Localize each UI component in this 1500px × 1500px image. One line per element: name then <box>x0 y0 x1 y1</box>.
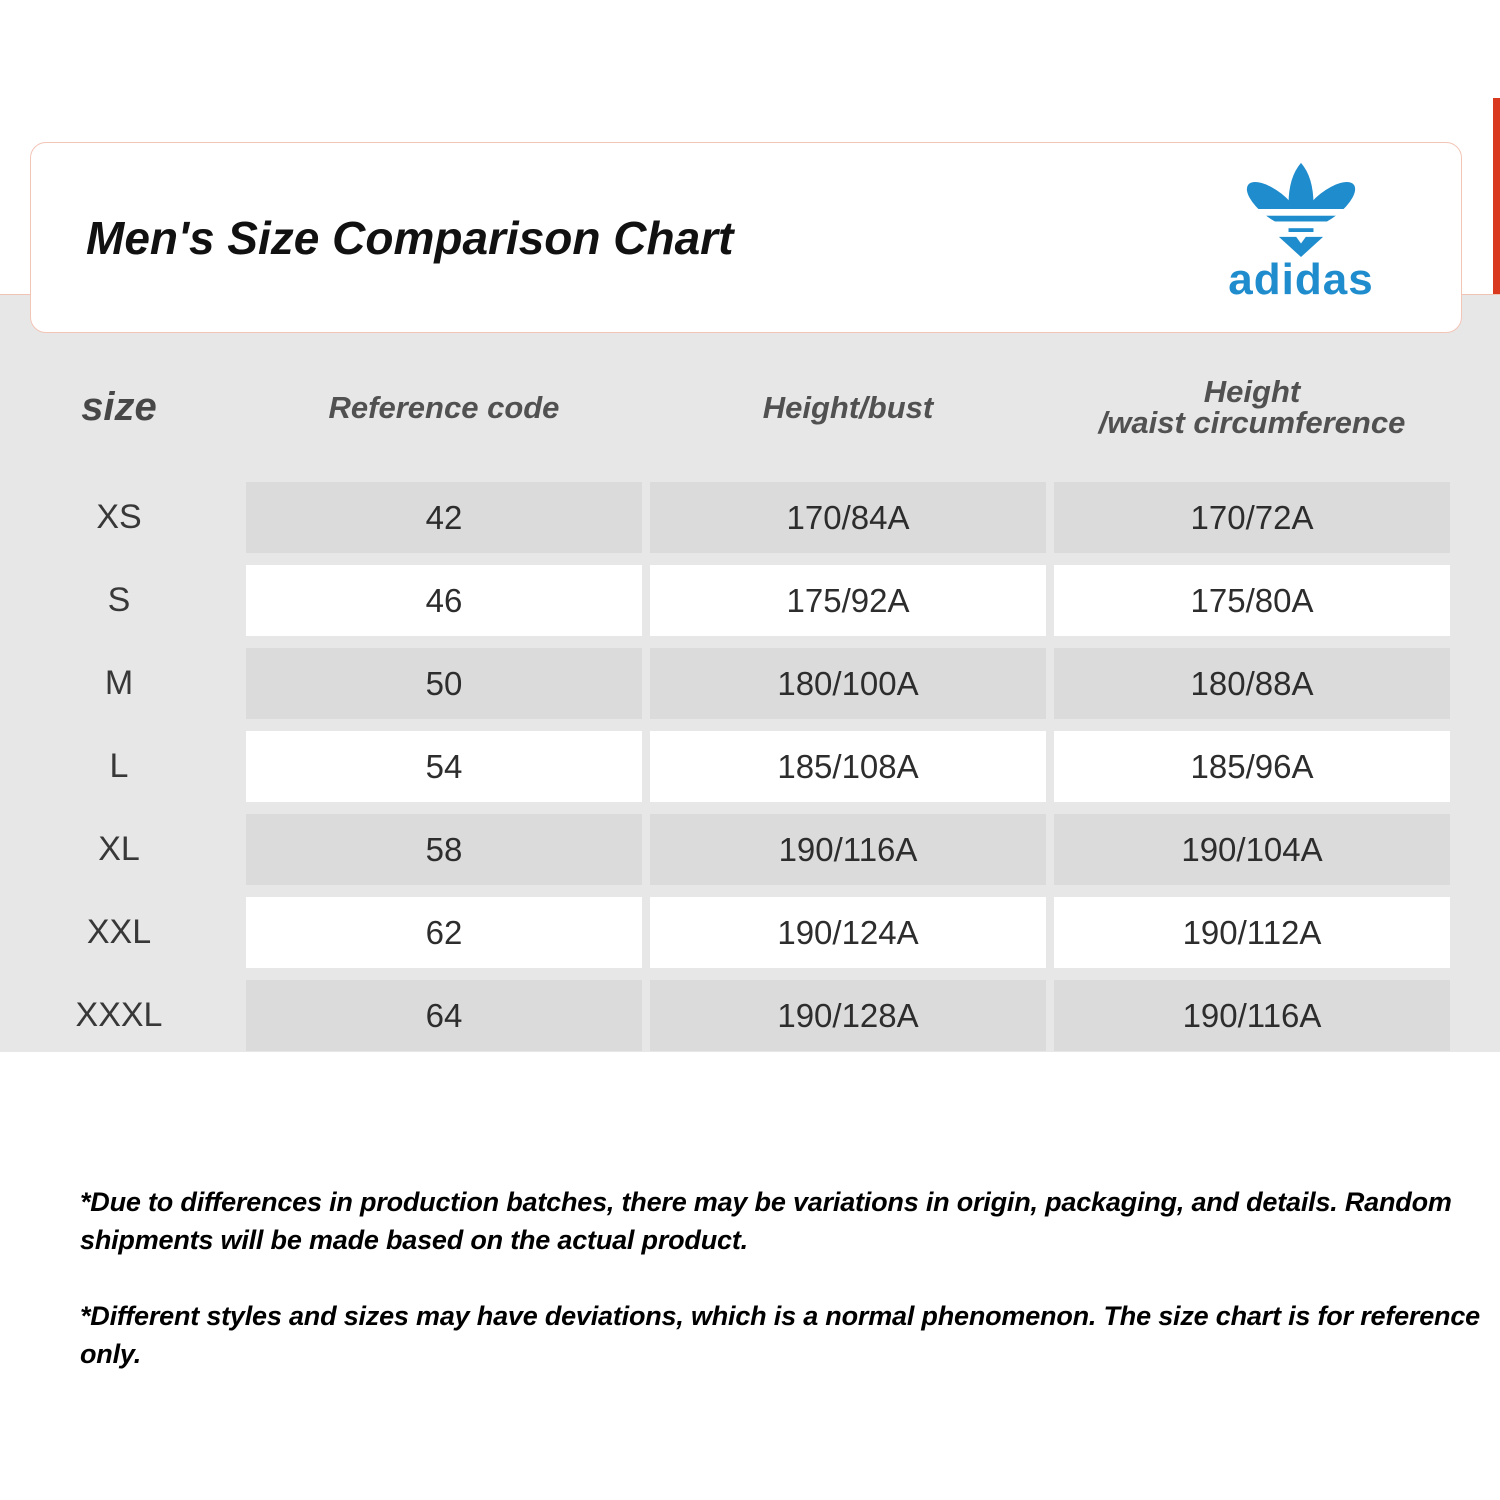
adidas-trefoil-icon <box>1243 162 1359 257</box>
height-waist-cell: 175/80A <box>1054 565 1450 636</box>
size-label: S <box>107 581 131 619</box>
footnote-size-deviations: *Different styles and sizes may have dev… <box>80 1301 1480 1369</box>
column-header-size: size <box>81 384 157 429</box>
size-label: L <box>109 747 129 785</box>
header-card: Men's Size Comparison Chart adidas <box>30 142 1462 333</box>
reference-code-cell: 58 <box>246 814 642 885</box>
column-header-height-bust: Height/bust <box>762 389 934 425</box>
height-bust-cell: 170/84A <box>650 482 1046 553</box>
size-label: XS <box>96 498 142 536</box>
size-table: size Reference code Height/bust Height /… <box>0 344 1450 1051</box>
reference-code-cell: 54 <box>246 731 642 802</box>
reference-code-cell: 62 <box>246 897 642 968</box>
adidas-wordmark: adidas <box>1228 255 1374 304</box>
reference-code-cell: 64 <box>246 980 642 1051</box>
height-bust-cell: 190/116A <box>650 814 1046 885</box>
height-waist-cell: 190/104A <box>1054 814 1450 885</box>
column-header-reference-code: Reference code <box>328 389 560 425</box>
reference-code-cell: 46 <box>246 565 642 636</box>
size-label: XL <box>98 830 140 868</box>
height-waist-cell: 170/72A <box>1054 482 1450 553</box>
column-header-height-waist: Height /waist circumference <box>1054 344 1450 470</box>
height-bust-cell: 185/108A <box>650 731 1046 802</box>
height-bust-cell: 190/128A <box>650 980 1046 1051</box>
size-label: XXL <box>86 913 152 951</box>
reference-code-cell: 42 <box>246 482 642 553</box>
height-bust-cell: 190/124A <box>650 897 1046 968</box>
footnote-production-batches: *Due to differences in production batche… <box>80 1187 1452 1255</box>
reference-code-cell: 50 <box>246 648 642 719</box>
height-waist-cell: 190/112A <box>1054 897 1450 968</box>
height-bust-cell: 175/92A <box>650 565 1046 636</box>
banner-edge-strip <box>1493 98 1500 294</box>
column-header-height-waist-line2: /waist circumference <box>1098 405 1406 440</box>
column-header-height-waist-line1: Height <box>1203 374 1301 409</box>
size-label: XXXL <box>75 996 163 1034</box>
height-waist-cell: 185/96A <box>1054 731 1450 802</box>
height-bust-cell: 180/100A <box>650 648 1046 719</box>
size-label: M <box>104 664 134 702</box>
page-title: Men's Size Comparison Chart <box>86 211 734 264</box>
height-waist-cell: 180/88A <box>1054 648 1450 719</box>
height-waist-cell: 190/116A <box>1054 980 1450 1051</box>
adidas-logo: adidas <box>1226 161 1376 302</box>
